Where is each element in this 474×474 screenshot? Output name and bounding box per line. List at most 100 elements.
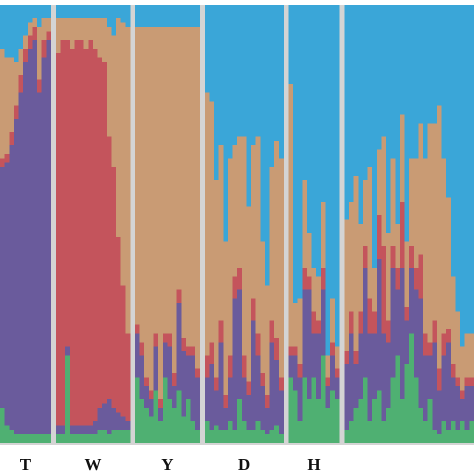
bar-segment <box>237 136 243 268</box>
bar-segment <box>23 434 29 443</box>
bar-segment <box>111 5 117 36</box>
bar-segment <box>102 403 108 430</box>
bar-segment <box>4 153 10 163</box>
bar-segment <box>195 377 201 430</box>
bar-segment <box>274 5 280 141</box>
bar-segment <box>316 333 322 400</box>
bar-segment <box>195 368 201 378</box>
bar-segment <box>349 311 354 334</box>
bar-segment <box>185 399 191 443</box>
bar-segment <box>264 394 270 408</box>
bar-segment <box>386 320 391 343</box>
bar-segment <box>376 215 382 260</box>
bar-segment <box>349 202 354 312</box>
bar-segment <box>353 175 359 352</box>
bar-segment <box>446 197 452 330</box>
bar-segment <box>450 364 456 378</box>
bar-segment <box>450 276 456 365</box>
bar-segment <box>349 421 354 443</box>
bar-segment <box>153 5 159 27</box>
bar-segment <box>358 399 364 443</box>
bar-segment <box>255 421 261 443</box>
bar-segment <box>209 364 215 430</box>
bar-segment <box>83 425 89 435</box>
bar-segment <box>204 421 210 443</box>
bar-segment <box>460 390 466 400</box>
bar-segment <box>162 26 168 334</box>
bar-segment <box>325 5 331 356</box>
bar-segment <box>381 421 387 443</box>
bar-segment <box>278 390 284 435</box>
bar-segment <box>172 26 177 373</box>
bar-segment <box>4 57 10 154</box>
bar-segment <box>153 333 159 347</box>
bar-segment <box>409 5 415 159</box>
bar-segment <box>97 407 103 430</box>
bar-segment <box>69 18 75 49</box>
bar-segment <box>427 123 433 343</box>
bar-segment <box>227 158 233 356</box>
bar-segment <box>139 5 145 27</box>
bar-segment <box>74 425 80 435</box>
bar-segment <box>60 434 66 443</box>
bar-segment <box>162 5 168 27</box>
bar-segment <box>37 5 42 27</box>
bar-segment <box>232 276 238 299</box>
bar-segment <box>409 158 415 246</box>
bar-segment <box>255 355 261 422</box>
bar-segment <box>18 92 24 435</box>
bar-segment <box>27 35 33 49</box>
bar-segment <box>176 5 182 27</box>
bar-segment <box>241 5 247 137</box>
bar-segment <box>278 434 284 443</box>
bar-segment <box>413 5 419 159</box>
bar-segment <box>65 40 71 347</box>
bar-segment <box>358 5 364 224</box>
bar-segment <box>111 35 117 168</box>
bar-segment <box>74 434 80 443</box>
group-label: Y <box>161 455 173 474</box>
bar-segment <box>97 57 103 408</box>
bar-segment <box>450 421 456 443</box>
bar-segment <box>46 434 52 443</box>
bar-segment <box>172 407 177 443</box>
bar-segment <box>102 429 108 443</box>
bar-segment <box>116 412 122 430</box>
bar-segment <box>134 5 140 27</box>
bar-segment <box>237 5 243 137</box>
bar-segment <box>134 324 140 334</box>
bar-segment <box>302 267 308 290</box>
bar-segment <box>55 434 61 443</box>
bar-segment <box>60 425 66 435</box>
bar-segment <box>311 333 317 378</box>
bar-segment <box>427 355 433 400</box>
bar-segment <box>190 26 196 347</box>
bar-segment <box>320 355 326 443</box>
bar-segment <box>176 302 182 391</box>
group-label: T <box>20 455 32 474</box>
bar-segment <box>297 5 303 299</box>
bar-segment <box>227 421 233 443</box>
bar-segment <box>153 346 159 391</box>
bar-segment <box>320 267 326 290</box>
bar-segment <box>441 355 447 422</box>
bar-segment <box>79 5 84 19</box>
bar-segment <box>83 48 89 426</box>
bar-segment <box>427 399 433 443</box>
bar-segment <box>223 429 229 443</box>
bar-segment <box>134 377 140 443</box>
bar-segment <box>446 429 452 443</box>
bar-segment <box>46 5 52 19</box>
bar-segment <box>209 5 215 102</box>
bar-segment <box>446 5 452 198</box>
bar-segment <box>139 26 145 343</box>
bar-segment <box>460 421 466 443</box>
bar-segment <box>223 241 229 395</box>
bar-segment <box>214 5 219 181</box>
bar-segment <box>241 377 247 422</box>
bar-segment <box>97 429 103 443</box>
bar-segment <box>325 407 331 443</box>
bar-segment <box>255 5 261 137</box>
bar-segment <box>125 5 131 27</box>
bar-segment <box>395 355 401 443</box>
